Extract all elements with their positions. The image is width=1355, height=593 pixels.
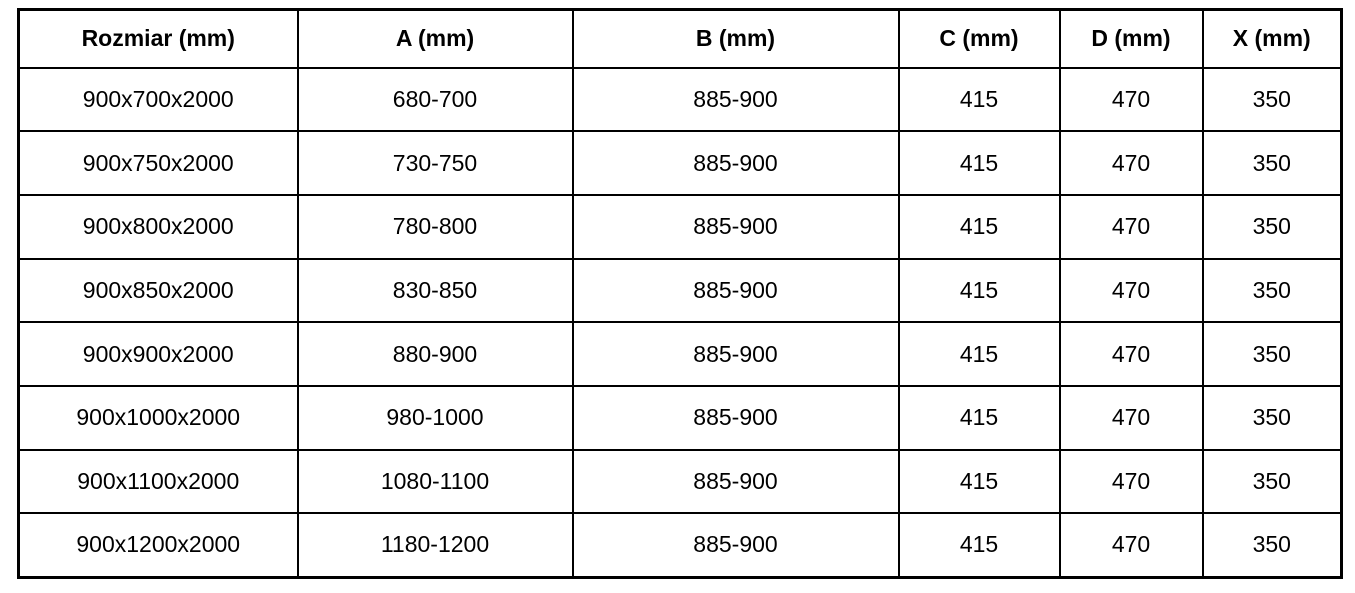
cell-rozmiar: 900x900x2000 [17, 321, 299, 387]
table-row: 900x1100x2000 1080-1100 885-900 415 470 350 [17, 448, 1343, 515]
cell-a: 780-800 [296, 193, 574, 260]
cell-b: 885-900 [571, 448, 900, 515]
cell-d: 470 [1058, 321, 1204, 387]
table-row: 900x1000x2000 980-1000 885-900 415 470 350 [17, 384, 1343, 451]
size-spec-table: Rozmiar (mm) A (mm) B (mm) C (mm) D (mm) X (m… [17, 8, 1343, 579]
cell-c: 415 [897, 66, 1061, 133]
cell-c: 415 [897, 512, 1061, 578]
table-row: 900x750x2000 730-750 885-900 415 470 350 [17, 130, 1343, 196]
table-row: 900x1200x2000 1180-1200 885-900 415 470 350 [17, 512, 1343, 578]
size-table-header: Rozmiar (mm) A (mm) B (mm) C (mm) D (mm) X (m… [17, 8, 1343, 69]
column-header-x: X (mm) [1201, 8, 1343, 69]
cell-rozmiar: 900x800x2000 [17, 193, 299, 260]
cell-d: 470 [1058, 130, 1204, 196]
column-header-a: A (mm) [296, 8, 574, 69]
table-row: 900x900x2000 880-900 885-900 415 470 350 [17, 321, 1343, 387]
cell-d: 470 [1058, 384, 1204, 451]
cell-rozmiar: 900x1000x2000 [17, 384, 299, 451]
size-table-container: Rozmiar (mm) A (mm) B (mm) C (mm) D (mm) X (m… [17, 8, 1343, 579]
cell-x: 350 [1201, 66, 1343, 133]
cell-x: 350 [1201, 321, 1343, 387]
cell-rozmiar: 900x700x2000 [17, 66, 299, 133]
cell-c: 415 [897, 257, 1061, 324]
cell-rozmiar: 900x1100x2000 [17, 448, 299, 515]
cell-c: 415 [897, 448, 1061, 515]
cell-x: 350 [1201, 512, 1343, 578]
column-header-d: D (mm) [1058, 8, 1204, 69]
cell-b: 885-900 [571, 66, 900, 133]
cell-x: 350 [1201, 193, 1343, 260]
cell-d: 470 [1058, 257, 1204, 324]
cell-b: 885-900 [571, 321, 900, 387]
cell-a: 1180-1200 [296, 512, 574, 578]
cell-rozmiar: 900x1200x2000 [17, 512, 299, 578]
cell-rozmiar: 900x850x2000 [17, 257, 299, 324]
cell-d: 470 [1058, 512, 1204, 578]
cell-rozmiar: 900x750x2000 [17, 130, 299, 196]
cell-a: 680-700 [296, 66, 574, 133]
cell-b: 885-900 [571, 130, 900, 196]
cell-c: 415 [897, 321, 1061, 387]
cell-c: 415 [897, 193, 1061, 260]
cell-x: 350 [1201, 384, 1343, 451]
cell-b: 885-900 [571, 193, 900, 260]
table-row: 900x800x2000 780-800 885-900 415 470 350 [17, 193, 1343, 260]
cell-a: 830-850 [296, 257, 574, 324]
cell-a: 880-900 [296, 321, 574, 387]
cell-x: 350 [1201, 257, 1343, 324]
cell-b: 885-900 [571, 384, 900, 451]
size-table-body: 900x700x2000 680-700 885-900 415 470 350 900x7… [17, 66, 1343, 578]
cell-b: 885-900 [571, 257, 900, 324]
cell-a: 1080-1100 [296, 448, 574, 515]
cell-d: 470 [1058, 193, 1204, 260]
cell-c: 415 [897, 384, 1061, 451]
cell-d: 470 [1058, 66, 1204, 133]
cell-d: 470 [1058, 448, 1204, 515]
table-row: 900x850x2000 830-850 885-900 415 470 350 [17, 257, 1343, 324]
cell-c: 415 [897, 130, 1061, 196]
cell-x: 350 [1201, 130, 1343, 196]
column-header-c: C (mm) [897, 8, 1061, 69]
table-row: 900x700x2000 680-700 885-900 415 470 350 [17, 66, 1343, 133]
column-header-b: B (mm) [571, 8, 900, 69]
header-row: Rozmiar (mm) A (mm) B (mm) C (mm) D (mm) X (m… [17, 8, 1343, 69]
cell-b: 885-900 [571, 512, 900, 578]
cell-a: 980-1000 [296, 384, 574, 451]
cell-x: 350 [1201, 448, 1343, 515]
cell-a: 730-750 [296, 130, 574, 196]
column-header-rozmiar: Rozmiar (mm) [17, 8, 299, 69]
